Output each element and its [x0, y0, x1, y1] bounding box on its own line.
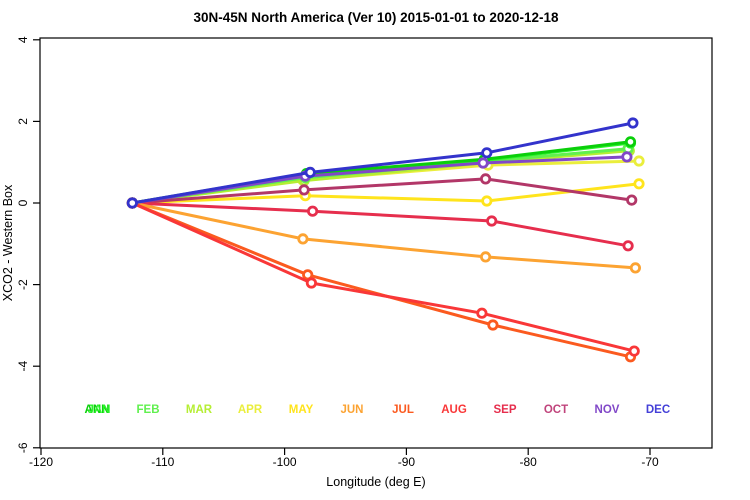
- data-point-jun: [479, 251, 492, 263]
- data-point-dec: [304, 166, 316, 178]
- series-line-oct: [130, 177, 634, 205]
- y-axis-ticks: 4 2 0 -2 -4 -6: [16, 36, 40, 453]
- series-line-jul: [130, 201, 632, 359]
- x-tick-label: -100: [273, 455, 297, 469]
- y-tick-label: 0: [16, 199, 30, 206]
- y-tick-label: 4: [16, 36, 30, 43]
- x-axis-label: Longitude (deg E): [326, 475, 425, 489]
- series-line-dec: [130, 121, 635, 205]
- data-point-jun: [629, 262, 642, 274]
- data-point-dec: [126, 197, 138, 209]
- data-point-oct: [479, 173, 492, 185]
- x-tick-label: -120: [29, 455, 53, 469]
- y-tick-label: -4: [16, 361, 30, 372]
- legend-label-oct: OCT: [544, 404, 568, 416]
- data-point-sep: [306, 205, 319, 217]
- x-tick-label: -70: [641, 455, 659, 469]
- legend-label-jul: JUL: [392, 404, 414, 416]
- series-line-may: [130, 182, 641, 205]
- y-tick-label: -6: [16, 442, 30, 453]
- data-point-aug: [305, 277, 317, 289]
- data-point-oct: [298, 184, 310, 196]
- legend-label-aug: AUG: [441, 404, 467, 416]
- data-point-oct: [626, 194, 638, 206]
- data-point-nov: [621, 151, 633, 163]
- data-point-dec: [627, 117, 639, 129]
- legend-label-dec: DEC: [646, 404, 670, 416]
- x-tick-label: -80: [520, 455, 538, 469]
- data-point-sep: [622, 240, 634, 252]
- legend-label-sep: SEP: [493, 404, 516, 416]
- legend-label-mar: MAR: [186, 404, 213, 416]
- legend-label-ann: ANN: [85, 404, 110, 416]
- data-point-aug: [628, 345, 640, 357]
- legend-label-jan: JAN: [87, 404, 110, 416]
- x-tick-label: -110: [151, 455, 174, 469]
- chart-title: 30N-45N North America (Ver 10) 2015-01-0…: [194, 10, 559, 25]
- data-point-jul: [487, 319, 499, 331]
- y-tick-label: 2: [16, 118, 30, 125]
- plot-box: [39, 37, 713, 449]
- data-point-nov: [477, 157, 489, 169]
- data-point-apr: [633, 155, 645, 167]
- x-tick-label: -90: [398, 455, 416, 469]
- legend-label-may: MAY: [289, 404, 314, 416]
- data-point-may: [481, 195, 493, 207]
- data-point-dec: [481, 147, 493, 159]
- data-point-ann: [624, 136, 637, 148]
- y-tick-label: -2: [16, 279, 30, 290]
- y-axis-label: XCO2 - Western Box: [1, 184, 15, 301]
- legend-label-feb: FEB: [137, 404, 160, 416]
- data-point-jun: [297, 233, 309, 245]
- legend-label-nov: NOV: [595, 404, 620, 416]
- data-point-sep: [486, 215, 498, 227]
- x-axis-ticks: -120 -110 -100 -90 -80 -70: [29, 448, 659, 469]
- series-line-aug: [130, 201, 636, 353]
- legend-label-jun: JUN: [340, 404, 363, 416]
- data-point-aug: [476, 307, 488, 319]
- series-line-jun: [130, 201, 637, 270]
- data-series: [126, 117, 645, 363]
- data-point-may: [633, 178, 645, 190]
- legend-label-apr: APR: [238, 404, 263, 416]
- series-line-sep: [130, 201, 630, 248]
